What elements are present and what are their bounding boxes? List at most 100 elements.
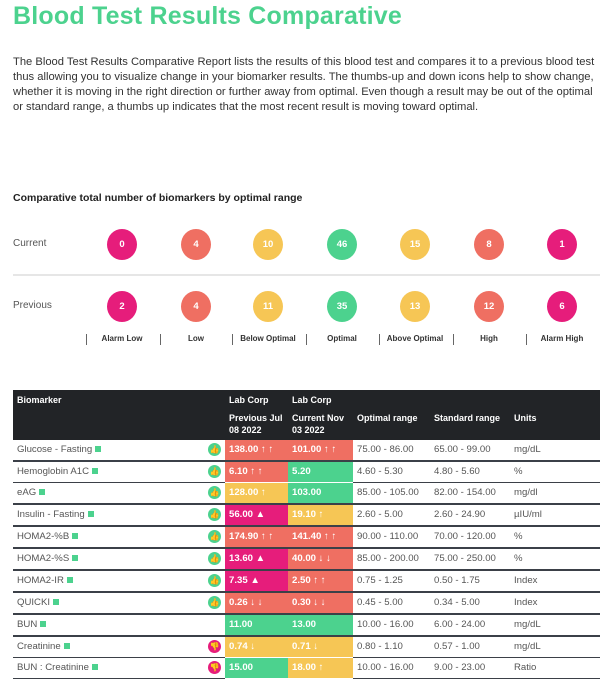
previous-count-6: 6 [547, 291, 577, 322]
units: mg/dL [510, 635, 600, 658]
current-value: 40.00 ↓ ↓ [288, 547, 353, 571]
header-previous: Lab Corp Previous Jul 08 2022 [225, 390, 288, 440]
standard-range: 9.00 - 23.00 [430, 657, 510, 679]
previous-value: 0.26 ↓ ↓ [225, 591, 288, 615]
standard-range: 0.57 - 1.00 [430, 635, 510, 658]
optimal-range: 0.45 - 5.00 [353, 591, 430, 615]
standard-range: 6.00 - 24.00 [430, 613, 510, 637]
thumbs-down-icon: 👎 [208, 640, 221, 653]
copy-icon[interactable] [39, 489, 46, 496]
standard-range: 75.00 - 250.00 [430, 547, 510, 571]
copy-icon[interactable] [72, 533, 79, 540]
biomarker-cell: 👎 Creatinine [13, 635, 225, 658]
table-row: 👍 Glucose - Fasting 138.00 ↑ ↑ 101.00 ↑ ↑… [13, 440, 600, 462]
copy-icon[interactable] [40, 621, 47, 628]
optimal-range: 4.60 - 5.30 [353, 460, 430, 483]
current-value: 141.40 ↑ ↑ [288, 525, 353, 549]
units: mg/dl [510, 482, 600, 505]
standard-range: 0.50 - 1.75 [430, 569, 510, 593]
intro-text: The Blood Test Results Comparative Repor… [13, 56, 595, 113]
thumbs-up-icon: 👍 [208, 552, 221, 565]
thumbs-down-icon: 👎 [208, 661, 221, 674]
header-optimal: Optimal range [353, 390, 430, 440]
biomarker-name[interactable]: eAG [17, 487, 37, 498]
previous-value: 56.00 ▲ [225, 503, 288, 527]
copy-icon[interactable] [63, 643, 70, 650]
optimal-range: 10.00 - 16.00 [353, 613, 430, 637]
biomarker-name[interactable]: Glucose - Fasting [17, 444, 93, 455]
current-label: Current [13, 238, 47, 249]
lab-name: Lab Corp [229, 395, 269, 405]
current-count-5: 8 [474, 229, 504, 260]
header-units: Units [510, 390, 600, 440]
lab-name: Lab Corp [292, 395, 332, 405]
current-date: Current Nov 03 2022 [292, 413, 345, 435]
biomarker-cell: 👍 HOMA2-%B [13, 525, 225, 549]
thumbs-up-icon: 👍 [208, 596, 221, 609]
optimal-range: 75.00 - 86.00 [353, 440, 430, 462]
standard-range: 4.80 - 5.60 [430, 460, 510, 483]
previous-value: 15.00 [225, 657, 288, 679]
table-row: 👎 Creatinine 0.74 ↓ 0.71 ↓ 0.80 - 1.10 0.… [13, 635, 600, 658]
copy-icon[interactable] [92, 468, 98, 475]
copy-icon[interactable] [91, 664, 98, 671]
optimal-range: 10.00 - 16.00 [353, 657, 430, 679]
table-row: 👍 Hemoglobin A1C 6.10 ↑ ↑ 5.20 4.60 - 5.3… [13, 460, 600, 483]
biomarker-cell: 👍 HOMA2-%S [13, 547, 225, 571]
table-row: 👍 Insulin - Fasting 56.00 ▲ 19.10 ↑ 2.60 … [13, 503, 600, 527]
category-label: Alarm Low [101, 334, 143, 343]
category-label: Alarm High [540, 334, 584, 343]
biomarker-name[interactable]: HOMA2-%B [17, 531, 70, 542]
biomarker-name[interactable]: HOMA2-IR [17, 575, 64, 586]
current-count-3: 46 [327, 229, 357, 260]
biomarker-name[interactable]: BUN [17, 619, 38, 630]
previous-count-5: 12 [474, 291, 504, 322]
biomarker-cell: 👍 QUICKI [13, 591, 225, 615]
biomarker-name[interactable]: Insulin - Fasting [17, 509, 85, 520]
previous-count-3: 35 [327, 291, 357, 322]
units: % [510, 525, 600, 549]
summary-title: Comparative total number of biomarkers b… [13, 192, 303, 204]
previous-value: 0.74 ↓ [225, 635, 288, 658]
current-count-6: 1 [547, 229, 577, 260]
copy-icon[interactable] [87, 511, 94, 518]
current-value: 13.00 [288, 613, 353, 637]
category-tick [232, 334, 233, 345]
thumbs-up-icon: 👍 [208, 465, 221, 478]
biomarker-name[interactable]: QUICKI [17, 597, 51, 608]
biomarker-name[interactable]: Creatinine [17, 641, 61, 652]
header-current: Lab Corp Current Nov 03 2022 [288, 390, 353, 440]
copy-icon[interactable] [95, 446, 102, 453]
previous-count-0: 2 [107, 291, 137, 322]
biomarker-cell: 👎 BUN : Creatinine [13, 657, 225, 679]
current-count-4: 15 [400, 229, 430, 260]
category-tick [86, 334, 87, 345]
category-label: High [480, 334, 498, 343]
previous-value: 6.10 ↑ ↑ [225, 460, 288, 483]
current-count-1: 4 [181, 229, 211, 260]
thumbs-up-icon: 👍 [208, 574, 221, 587]
copy-icon[interactable] [72, 555, 79, 562]
units: % [510, 460, 600, 483]
previous-value: 13.60 ▲ [225, 547, 288, 571]
current-value: 103.00 [288, 482, 353, 505]
biomarker-name[interactable]: BUN : Creatinine [17, 662, 89, 673]
previous-count-1: 4 [181, 291, 211, 322]
biomarker-name[interactable]: Hemoglobin A1C [17, 466, 89, 477]
category-tick [453, 334, 454, 345]
thumbs-up-icon: 👍 [208, 443, 221, 456]
category-tick [526, 334, 527, 345]
table-row: 👎 BUN : Creatinine 15.00 18.00 ↑ 10.00 - … [13, 657, 600, 679]
standard-range: 70.00 - 120.00 [430, 525, 510, 549]
header-biomarker: Biomarker [13, 390, 225, 440]
units: % [510, 547, 600, 571]
copy-icon[interactable] [53, 599, 60, 606]
copy-icon[interactable] [66, 577, 73, 584]
standard-range: 82.00 - 154.00 [430, 482, 510, 505]
current-value: 0.30 ↓ ↓ [288, 591, 353, 615]
current-count-2: 10 [253, 229, 283, 260]
table-header: Biomarker Lab Corp Previous Jul 08 2022 L… [13, 390, 600, 440]
optimal-range: 2.60 - 5.00 [353, 503, 430, 527]
biomarker-name[interactable]: HOMA2-%S [17, 553, 70, 564]
previous-value: 7.35 ▲ [225, 569, 288, 593]
